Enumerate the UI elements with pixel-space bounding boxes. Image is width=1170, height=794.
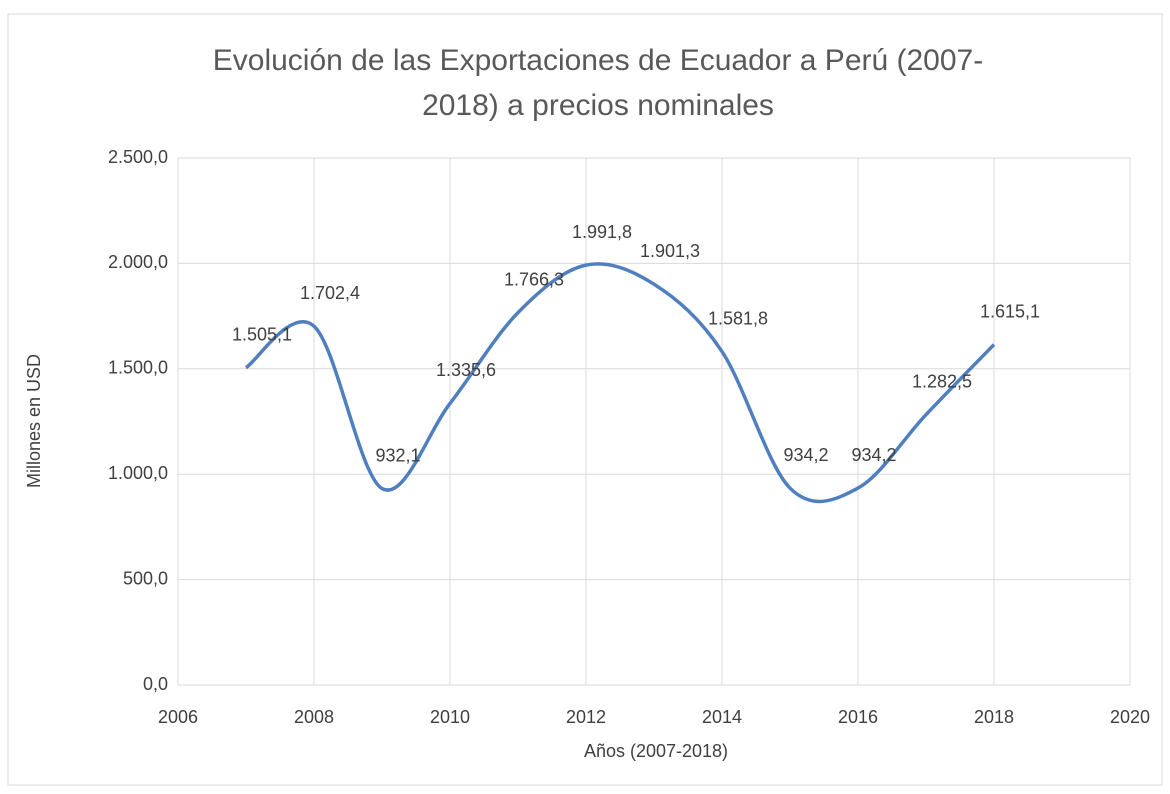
x-tick-label: 2012 — [566, 707, 606, 727]
y-tick-label: 0,0 — [143, 674, 168, 694]
chart-border — [7, 13, 1163, 786]
data-label: 934,2 — [851, 445, 896, 465]
data-label: 1.581,8 — [708, 308, 768, 328]
x-tick-label: 2016 — [838, 707, 878, 727]
y-tick-label: 1.000,0 — [108, 463, 168, 483]
data-label: 1.901,3 — [640, 241, 700, 261]
chart-title: Evolución de las Exportaciones de Ecuado… — [213, 44, 983, 77]
series-line — [244, 262, 996, 504]
data-label: 1.702,4 — [300, 283, 360, 303]
data-label: 1.282,5 — [912, 371, 972, 391]
data-label: 1.615,1 — [980, 301, 1040, 321]
x-tick-label: 2008 — [294, 707, 334, 727]
chart-title: 2018) a precios nominales — [422, 89, 774, 122]
x-axis-label: Años (2007-2018) — [584, 741, 728, 761]
data-label: 934,2 — [783, 445, 828, 465]
y-tick-label: 500,0 — [123, 568, 168, 588]
x-tick-label: 2010 — [430, 707, 470, 727]
data-label: 1.766,3 — [504, 269, 564, 289]
x-tick-label: 2014 — [702, 707, 742, 727]
y-tick-label: 2.500,0 — [108, 147, 168, 167]
data-label: 932,1 — [375, 445, 420, 465]
y-axis-label: Millones en USD — [24, 354, 44, 488]
x-tick-label: 2006 — [158, 707, 198, 727]
y-tick-label: 1.500,0 — [108, 358, 168, 378]
x-tick-label: 2018 — [974, 707, 1014, 727]
x-tick-label: 2020 — [1110, 707, 1150, 727]
y-tick-label: 2.000,0 — [108, 252, 168, 272]
data-label: 1.335,6 — [436, 360, 496, 380]
data-label: 1.991,8 — [572, 222, 632, 242]
data-label: 1.505,1 — [232, 324, 292, 344]
